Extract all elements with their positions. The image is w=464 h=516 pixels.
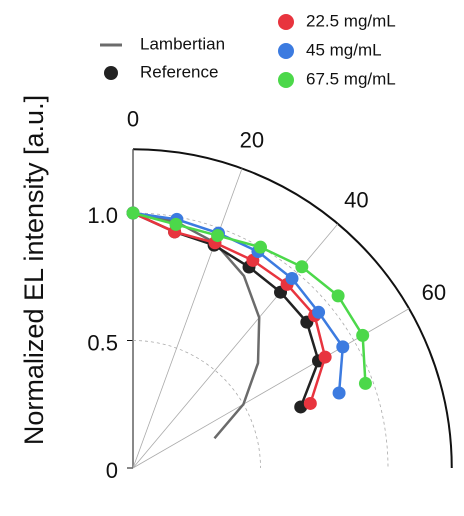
data-point	[285, 272, 299, 286]
data-point	[358, 376, 372, 390]
theta-tick-label: 20	[240, 127, 264, 152]
series-line	[132, 211, 320, 408]
data-point	[356, 328, 370, 342]
grid-line	[132, 223, 339, 469]
legend-label: Reference	[140, 62, 218, 81]
grid-line	[132, 168, 243, 469]
grid-arc	[132, 340, 261, 469]
data-point	[254, 240, 267, 254]
legend-marker	[104, 66, 118, 80]
data-point	[318, 350, 332, 364]
theta-tick-label: 60	[422, 280, 446, 305]
legend-label: 22.5 mg/mL	[306, 11, 396, 30]
data-point	[303, 396, 317, 410]
legend-label: 67.5 mg/mL	[306, 69, 396, 88]
series-line	[132, 211, 261, 440]
data-point	[331, 289, 345, 303]
data-point	[295, 260, 309, 274]
data-point	[126, 206, 140, 220]
outer-arc	[132, 148, 453, 469]
legend-label: 45 mg/mL	[306, 40, 382, 59]
data-point	[336, 340, 350, 354]
series-line	[132, 211, 345, 394]
y-axis-label: Normalized EL intensity [a.u.]	[19, 95, 49, 445]
r-tick-label: 0.5	[87, 330, 118, 355]
data-point	[312, 305, 326, 319]
theta-tick-label: 40	[344, 188, 368, 213]
data-point	[169, 217, 183, 231]
data-point	[211, 229, 225, 243]
legend-marker	[278, 14, 294, 30]
legend-label: Lambertian	[140, 34, 225, 53]
data-point	[332, 386, 346, 400]
series-line	[132, 211, 327, 404]
legend-marker	[278, 72, 294, 88]
series-line	[132, 211, 367, 384]
r-tick-label: 0	[106, 458, 118, 483]
grid-arc	[132, 212, 389, 469]
legend-marker	[278, 43, 294, 59]
theta-tick-label: 0	[127, 106, 139, 131]
r-tick-label: 1.0	[87, 203, 118, 228]
